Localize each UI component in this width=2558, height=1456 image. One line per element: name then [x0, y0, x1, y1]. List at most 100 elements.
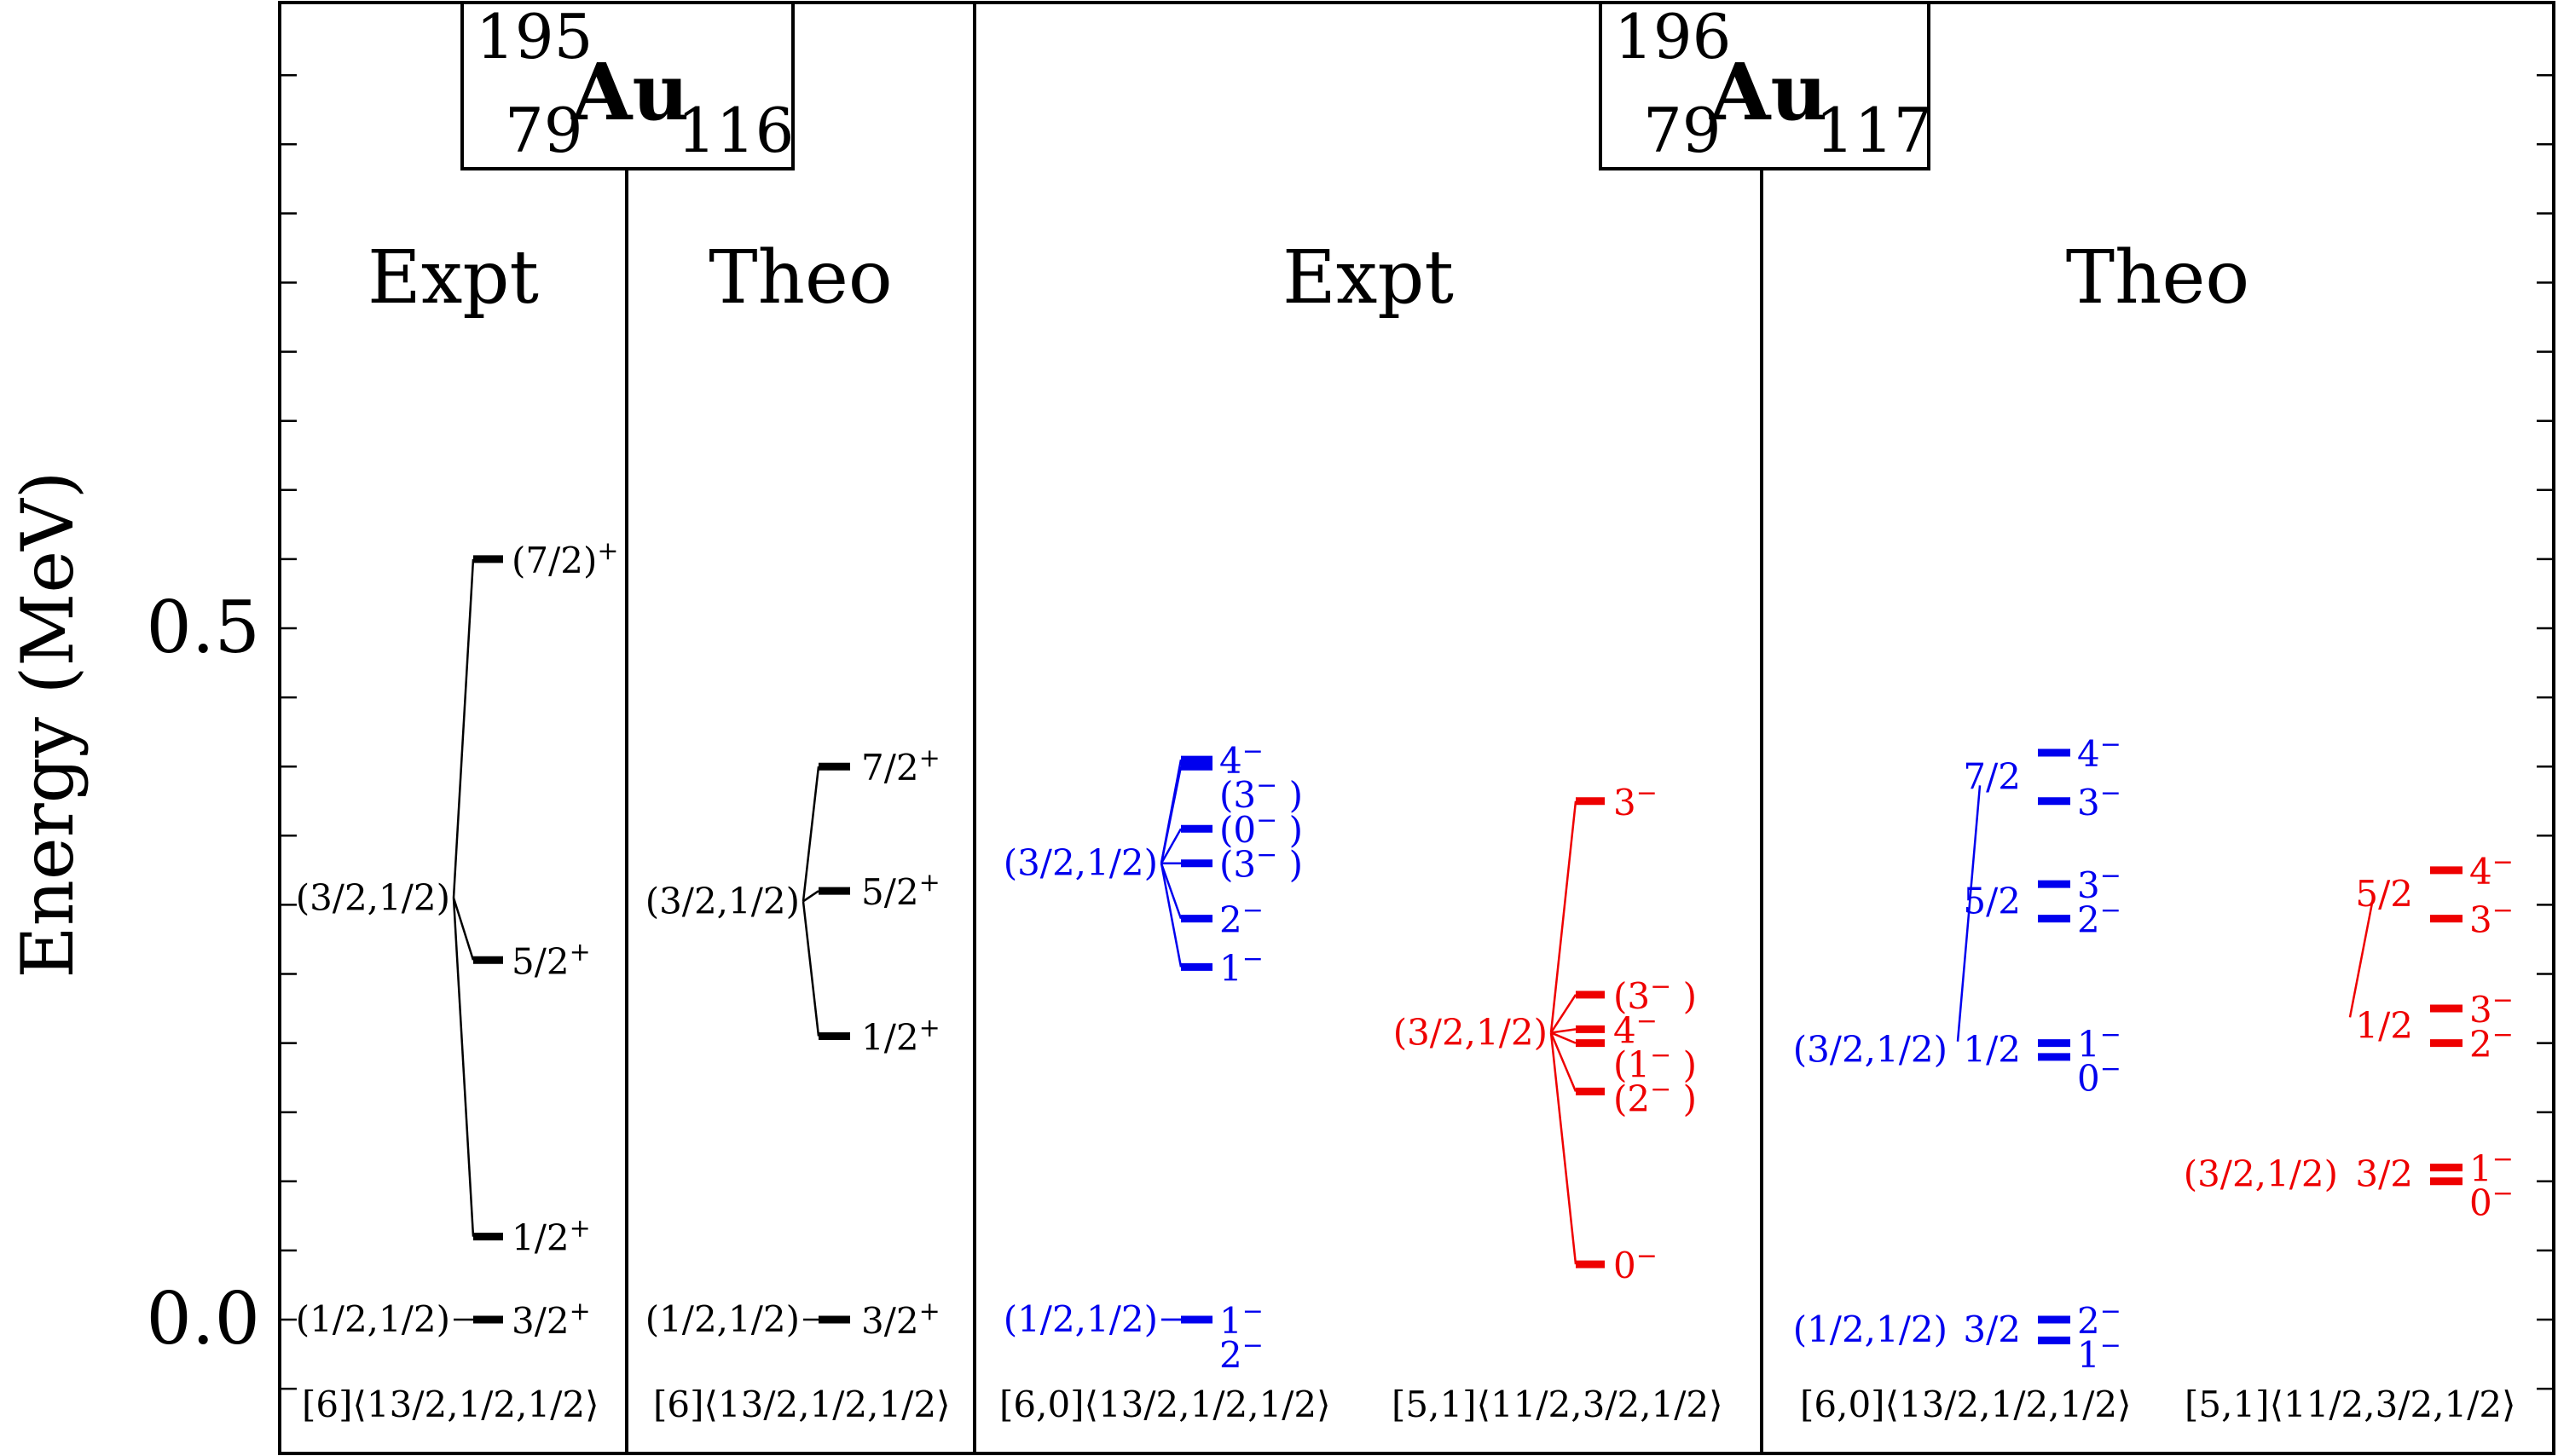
spin-parity-label: 2− — [1219, 1331, 1264, 1376]
spin-parity-label: 3− — [2077, 778, 2121, 823]
connector-line — [1549, 800, 1577, 1033]
group-label: (1/2,1/2) — [645, 1298, 800, 1340]
band-2: [5,1]⟨11/2,3/2,1/2⟩ (3/2,1/2) 3− (3− )4−(1−… — [1392, 778, 1723, 1425]
y-axis-label: Energy (MeV) — [6, 471, 90, 978]
band-config: [5,1]⟨11/2,3/2,1/2⟩ — [1392, 1384, 1723, 1425]
spin-parity-label: 7/2+ — [861, 743, 940, 789]
connector-line — [1549, 994, 1577, 1034]
spin-parity-label: 0− — [2469, 1179, 2514, 1224]
group-2: (3/2,1/2) (7/2)+ 5/2+ 1/2+ — [296, 536, 619, 1259]
band-config: [5,1]⟨11/2,3/2,1/2⟩ — [2185, 1384, 2516, 1425]
group-1: (3/2,1/2) 3− (3− )4−(1− )(2− ) 0− — [1393, 778, 1697, 1286]
spin-parity-label: 3/2+ — [861, 1297, 940, 1342]
group-sublabel: 5/2 — [1963, 880, 2021, 922]
spin-parity-label: 4− — [2077, 730, 2121, 775]
spin-parity-label: 2− — [2077, 896, 2121, 941]
spin-parity-label: 3− — [2077, 861, 2121, 906]
group-label: (3/2,1/2) — [1393, 1011, 1548, 1053]
group-sublabel: 5/2 — [2355, 873, 2413, 915]
spin-parity-label: 3/2+ — [512, 1297, 591, 1342]
connector-line — [1160, 863, 1183, 968]
spin-parity-label: 1− — [1219, 944, 1264, 989]
spin-parity-label: 0− — [1613, 1241, 1658, 1286]
spin-parity-label: (3− ) — [1219, 841, 1303, 886]
band-config: [6,0]⟨13/2,1/2,1/2⟩ — [1800, 1384, 2132, 1425]
group-label: (3/2,1/2) — [1004, 842, 1158, 884]
spin-parity-label: 1− — [2077, 1020, 2121, 1066]
panel-title: Theo — [2066, 235, 2249, 321]
band-2: [5,1]⟨11/2,3/2,1/2⟩ (3/2,1/2) 3/2 1−0− 1/2 3−… — [2184, 847, 2516, 1425]
mass-number: 195 — [476, 1, 593, 72]
spin-parity-label: (1− ) — [1613, 1040, 1697, 1085]
mass-number: 196 — [1614, 1, 1731, 72]
connector-line — [1160, 828, 1183, 864]
group-sublabel: 1/2 — [1963, 1029, 2021, 1071]
spin-parity-label: (7/2)+ — [512, 536, 619, 581]
spin-parity-label: (0− ) — [1219, 806, 1303, 851]
group-2: (3/2,1/2)4−(3− )(0− )(3− )2−1− — [1004, 737, 1303, 989]
y-tick-label: 0.5 — [146, 586, 260, 669]
group-label: (3/2,1/2) — [1793, 1029, 1947, 1071]
band-config: [6,0]⟨13/2,1/2,1/2⟩ — [999, 1384, 1331, 1425]
connector-line — [1550, 1028, 1577, 1034]
band-1: [6]⟨13/2,1/2,1/2⟩(1/2,1/2) 3/2+(3/2,1/2)(… — [296, 536, 619, 1425]
panel-au196-theo: Theo[6,0]⟨13/2,1/2,1/2⟩(1/2,1/2) 3/2 2−1−(… — [1793, 235, 2516, 1425]
spin-parity-label: 1/2+ — [512, 1214, 591, 1259]
group-2: (3/2,1/2) 1/2 1−0− — [1793, 1020, 2121, 1100]
group-1: (3/2,1/2) 3/2 1−0− — [2184, 1145, 2514, 1224]
spin-parity-label: (2− ) — [1613, 1074, 1697, 1119]
element-symbol: Au — [1709, 46, 1827, 138]
group-3: 5/2 3−2− — [1963, 861, 2121, 941]
group-label: (3/2,1/2) — [2184, 1153, 2338, 1195]
spin-parity-label: 4− — [1613, 1006, 1658, 1051]
connector-line — [1160, 759, 1183, 864]
group-2: (3/2,1/2) 7/2+ 5/2+ 1/2+ — [645, 743, 940, 1058]
spin-parity-label: 4− — [1219, 737, 1264, 782]
spin-parity-label: 4− — [2469, 847, 2514, 893]
group-sublabel: 7/2 — [1963, 755, 2021, 797]
spin-parity-label: 1− — [1219, 1297, 1264, 1342]
band-1: [6,0]⟨13/2,1/2,1/2⟩(1/2,1/2) 3/2 2−1−(3/2,… — [1793, 730, 2132, 1425]
band-1: [6]⟨13/2,1/2,1/2⟩ (1/2,1/2) 3/2+ (3/2,1/2) 7… — [645, 743, 951, 1425]
connector-line — [1550, 1031, 1577, 1044]
group-1: (1/2,1/2) 1−2− — [1004, 1297, 1264, 1376]
spin-parity-label: (3− ) — [1219, 771, 1303, 816]
connector-line — [802, 890, 819, 903]
panel-au195-expt: Expt [6]⟨13/2,1/2,1/2⟩ (1/2,1/2) 3/2+ (3/2,1… — [296, 235, 619, 1425]
connector-line — [802, 766, 820, 902]
plot-frame — [278, 1, 2555, 1455]
spin-parity-label: 1− — [2469, 1145, 2514, 1190]
connector-line — [1549, 1032, 1577, 1265]
spin-parity-label: (3− ) — [1613, 972, 1697, 1017]
spin-parity-label: 5/2+ — [512, 937, 591, 982]
group-label: (1/2,1/2) — [296, 1298, 450, 1340]
connector-line — [802, 901, 820, 1037]
group-1: (1/2,1/2) 3/2 2−1− — [1793, 1297, 2121, 1376]
spin-parity-label: 2− — [1219, 896, 1264, 941]
spin-parity-label: 3− — [2469, 896, 2514, 941]
proton-number: 79 — [1643, 95, 1722, 166]
group-sublabel: 3/2 — [1963, 1309, 2021, 1350]
panels: Expt [6]⟨13/2,1/2,1/2⟩ (1/2,1/2) 3/2+ (3/2,1… — [296, 235, 2516, 1425]
group-1: (1/2,1/2) 3/2+ — [645, 1297, 940, 1342]
nucleus-box — [1599, 1, 1930, 170]
backbone-line — [2348, 902, 2374, 1018]
spin-parity-label: 0− — [2077, 1054, 2121, 1100]
group-label: (1/2,1/2) — [1793, 1309, 1947, 1350]
spin-parity-label: 1− — [2077, 1331, 2121, 1376]
group-2: 1/2 3−2− — [2355, 985, 2513, 1066]
band-config: [6]⟨13/2,1/2,1/2⟩ — [302, 1384, 599, 1425]
element-symbol: Au — [570, 46, 689, 138]
neutron-number: 116 — [677, 95, 794, 166]
y-axis: 0.0 0.5 Energy (MeV) — [6, 73, 2554, 1390]
spin-parity-label: 2− — [2469, 1020, 2514, 1066]
band-1: [6,0]⟨13/2,1/2,1/2⟩ (1/2,1/2) 1−2− (3/2,1/2… — [999, 737, 1331, 1425]
backbone-line — [1956, 785, 1982, 1042]
connector-line — [452, 898, 475, 1237]
panel-title: Expt — [1282, 235, 1454, 321]
panel-title: Theo — [709, 235, 892, 321]
connector-line — [452, 897, 475, 961]
